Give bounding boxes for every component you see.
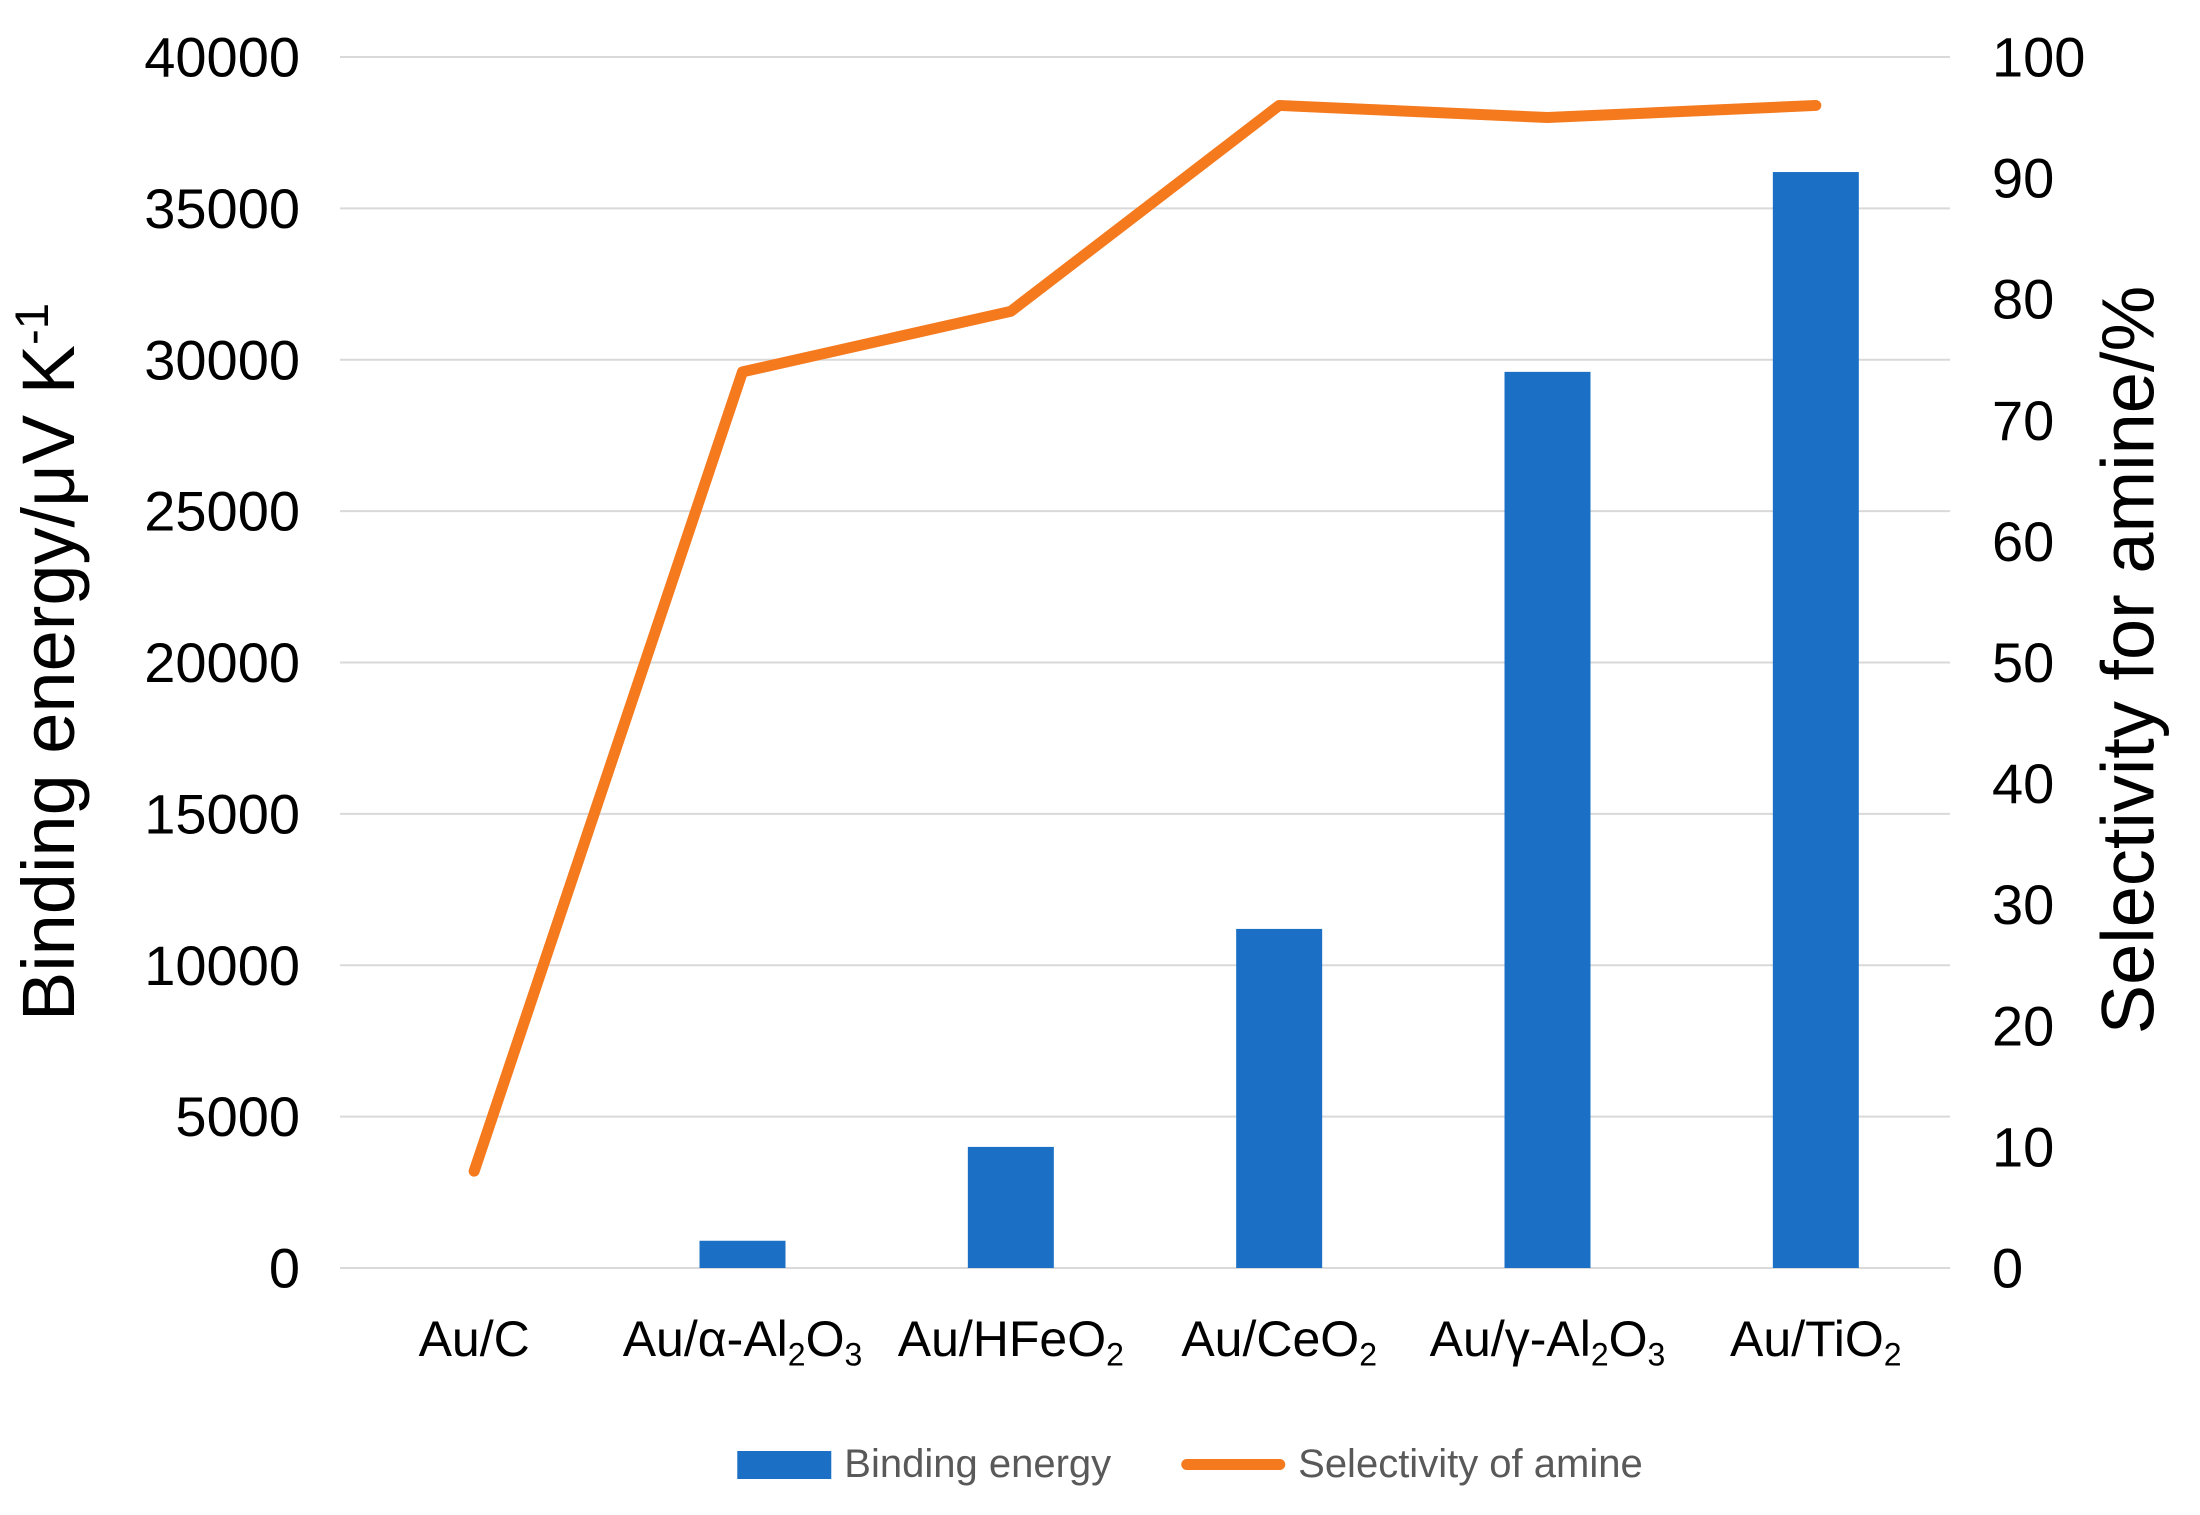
bar [1236, 928, 1323, 1268]
y-axis-tick-label: 30000 [144, 328, 300, 391]
y2-axis-tick-label: 70 [1992, 389, 2054, 452]
y-axis-tick-label: 35000 [144, 177, 300, 240]
y2-axis-tick-label: 60 [1992, 510, 2054, 573]
y-axis-tick-label: 0 [269, 1237, 300, 1300]
subscript: 3 [1647, 1336, 1666, 1373]
subscript: 2 [787, 1336, 806, 1373]
y2-axis-tick-label: 80 [1992, 268, 2054, 331]
y2-axis-tick-label: 0 [1992, 1237, 2023, 1300]
text-segment: O [805, 1311, 845, 1367]
text-segment: Au/HFeO [897, 1311, 1107, 1367]
x-axis-label: Au/TiO2 [1730, 1310, 1902, 1374]
text-segment: Au/α-Al [622, 1311, 788, 1367]
legend-bar-swatch [737, 1450, 832, 1479]
y-axis-tick-label: 25000 [144, 480, 300, 543]
superscript: -1 [5, 302, 59, 345]
right-axis-title: Selectivity for amine/% [2086, 286, 2171, 1035]
y2-axis-tick-label: 40 [1992, 752, 2054, 815]
text-segment: Selectivity for amine/% [2086, 285, 2170, 1035]
legend-item: Selectivity of amine [1181, 1442, 1643, 1487]
y2-axis-tick-label: 50 [1992, 631, 2054, 694]
subscript: 2 [1359, 1336, 1377, 1373]
text-segment: Au/C [418, 1311, 530, 1367]
legend-item: Binding energy [737, 1442, 1111, 1487]
y2-axis-tick-label: 30 [1992, 873, 2054, 936]
x-axis-label: Au/HFeO2 [898, 1310, 1124, 1374]
x-axis-label: Au/CeO2 [1181, 1310, 1377, 1374]
x-axis-label: Au/α-Al2O3 [623, 1310, 863, 1374]
legend-line-swatch [1181, 1459, 1286, 1470]
y-axis-tick-label: 40000 [144, 26, 300, 89]
subscript: 2 [1883, 1336, 1902, 1373]
bar [1504, 371, 1591, 1268]
subscript: 3 [844, 1336, 863, 1373]
bar [1772, 172, 1859, 1268]
y-axis-tick-label: 15000 [144, 782, 300, 845]
text-segment: Binding energy/μV K [7, 344, 91, 1022]
y-axis-tick-label: 20000 [144, 631, 300, 694]
y-axis-tick-label: 10000 [144, 934, 300, 997]
text-segment: O [1608, 1311, 1648, 1367]
y2-axis-tick-label: 10 [1992, 1115, 2054, 1178]
text-segment: Au/γ-Al [1429, 1311, 1591, 1367]
legend-label: Binding energy [844, 1442, 1112, 1486]
bar [699, 1240, 786, 1268]
text-segment: Au/TiO [1730, 1311, 1884, 1367]
legend-label: Selectivity of amine [1298, 1442, 1643, 1486]
subscript: 2 [1590, 1336, 1609, 1373]
chart-legend: Binding energy Selectivity of amine [737, 1442, 1643, 1487]
y2-axis-tick-label: 20 [1992, 994, 2054, 1057]
bar [967, 1146, 1054, 1268]
subscript: 2 [1106, 1336, 1124, 1373]
left-axis-title: Binding energy/μV K-1 [5, 303, 91, 1021]
x-axis-label: Au/γ-Al2O3 [1430, 1310, 1666, 1374]
text-segment: Au/CeO [1181, 1311, 1360, 1367]
y2-axis-tick-label: 90 [1992, 147, 2054, 210]
series-line [468, 99, 1822, 1177]
y2-axis-tick-label: 100 [1992, 26, 2085, 89]
y-axis-tick-label: 5000 [175, 1085, 300, 1148]
x-axis-label: Au/C [419, 1310, 530, 1368]
